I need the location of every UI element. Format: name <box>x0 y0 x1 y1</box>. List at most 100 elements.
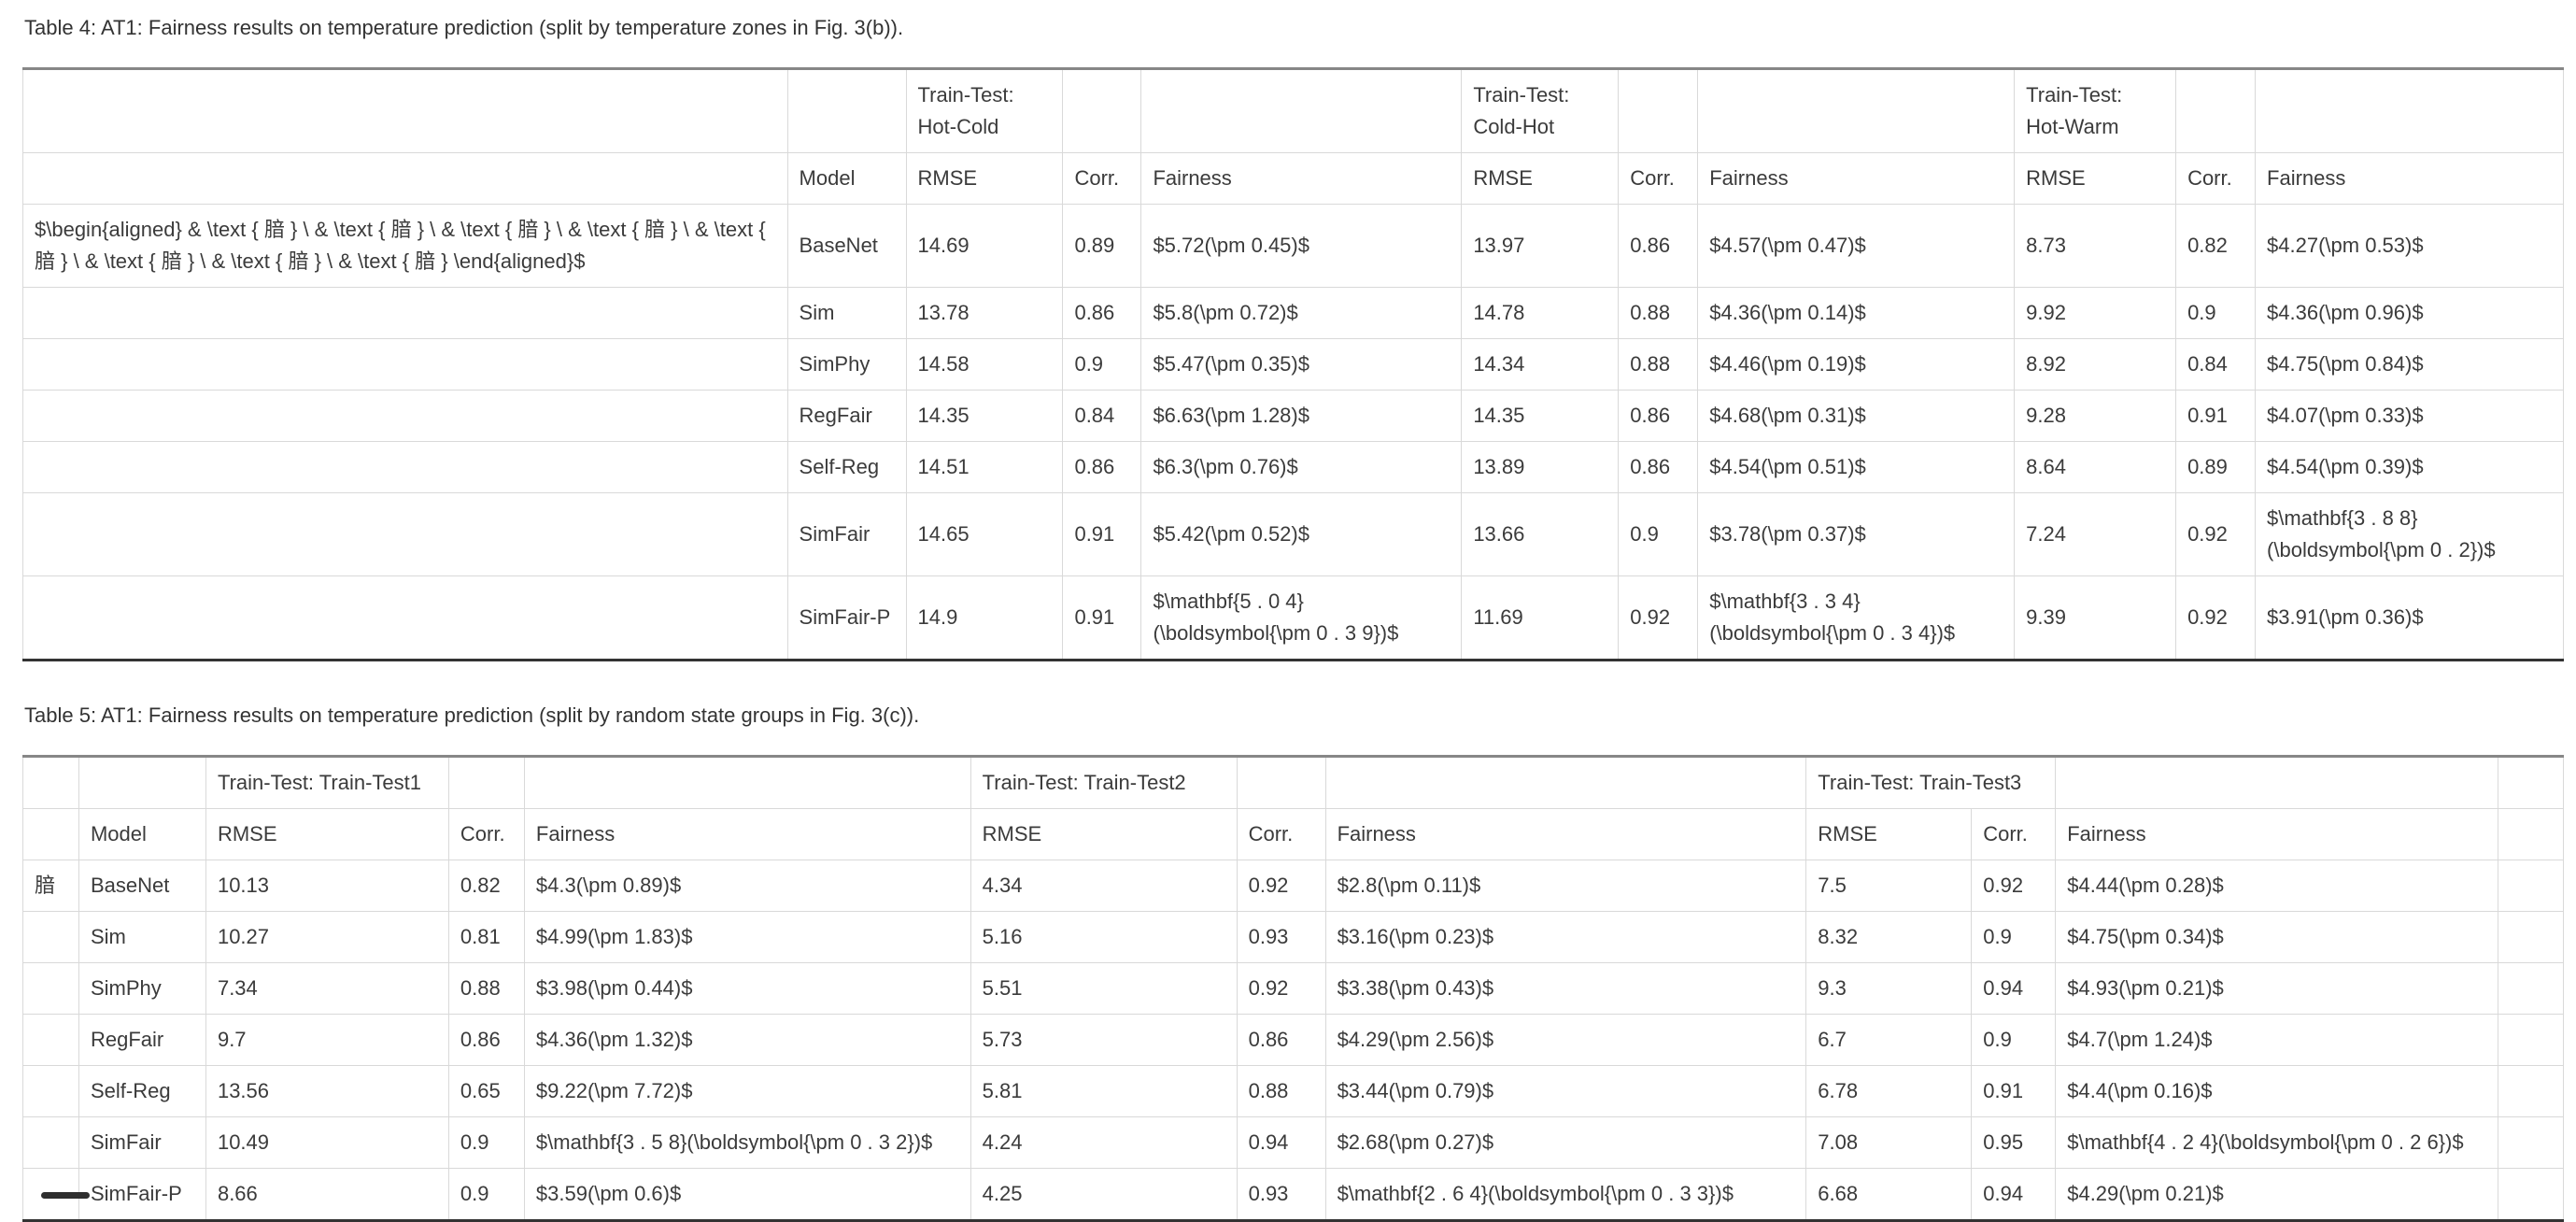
corr-cell: 0.95 <box>1972 1117 2056 1169</box>
model-cell: SimPhy <box>78 963 205 1015</box>
fairness-cell: $\mathbf{4 . 2 4}(\boldsymbol{\pm 0 . 2 … <box>2056 1117 2498 1169</box>
rmse-cell: 13.66 <box>1462 493 1619 576</box>
fairness-cell: $4.57(\pm 0.47)$ <box>1698 205 2015 288</box>
corr-cell: 0.92 <box>1237 860 1325 912</box>
empty-cell <box>2498 1117 2563 1169</box>
model-cell: SimFair <box>78 1117 205 1169</box>
table5-caption: Table 5: AT1: Fairness results on temper… <box>24 701 2564 731</box>
fairness-cell: $3.78(\pm 0.37)$ <box>1698 493 2015 576</box>
rmse-cell: 8.73 <box>2015 205 2176 288</box>
rmse-cell: 8.32 <box>1806 912 1972 963</box>
t4-header-model: Model <box>787 153 906 205</box>
corr-cell: 0.88 <box>1619 339 1698 391</box>
fairness-cell: $3.98(\pm 0.44)$ <box>524 963 970 1015</box>
corr-cell: 0.9 <box>1063 339 1141 391</box>
empty-cell <box>1325 757 1806 809</box>
rmse-cell: 14.65 <box>906 493 1063 576</box>
rmse-cell: 14.51 <box>906 442 1063 493</box>
table-row: Sim 13.78 0.86 $5.8(\pm 0.72)$ 14.78 0.8… <box>23 288 2564 339</box>
empty-cell <box>2176 69 2256 153</box>
rmse-cell: 14.35 <box>1462 391 1619 442</box>
row-label-cell <box>23 288 788 339</box>
fairness-cell: $2.68(\pm 0.27)$ <box>1325 1117 1806 1169</box>
row-tag-cell <box>23 912 79 963</box>
rmse-cell: 11.69 <box>1462 576 1619 661</box>
fairness-cell: $4.36(\pm 1.32)$ <box>524 1015 970 1066</box>
fairness-cell: $5.47(\pm 0.35)$ <box>1141 339 1462 391</box>
corr-cell: 0.92 <box>1237 963 1325 1015</box>
rmse-cell: 8.64 <box>2015 442 2176 493</box>
fairness-cell: $5.8(\pm 0.72)$ <box>1141 288 1462 339</box>
model-cell: Sim <box>78 912 205 963</box>
row-label-cell: $\begin{aligned} & \text { 腤 } \ & \text… <box>23 205 788 288</box>
corr-cell: 0.9 <box>1972 1015 2056 1066</box>
fairness-cell: $4.75(\pm 0.34)$ <box>2056 912 2498 963</box>
fairness-cell: $4.44(\pm 0.28)$ <box>2056 860 2498 912</box>
corr-cell: 0.94 <box>1972 1169 2056 1221</box>
corr-cell: 0.84 <box>1063 391 1141 442</box>
corr-cell: 0.82 <box>2176 205 2256 288</box>
t5-group-train-test2: Train-Test: Train-Test2 <box>970 757 1237 809</box>
model-cell: SimFair-P <box>78 1169 205 1221</box>
rmse-cell: 4.25 <box>970 1169 1237 1221</box>
corr-cell: 0.91 <box>2176 391 2256 442</box>
rmse-cell: 5.16 <box>970 912 1237 963</box>
table-row: SimPhy 7.34 0.88 $3.98(\pm 0.44)$ 5.51 0… <box>23 963 2564 1015</box>
corr-cell: 0.86 <box>1619 391 1698 442</box>
row-tag-cell <box>23 1117 79 1169</box>
corr-cell: 0.92 <box>1619 576 1698 661</box>
rmse-cell: 7.24 <box>2015 493 2176 576</box>
corr-cell: 0.86 <box>1063 288 1141 339</box>
fairness-cell: $4.54(\pm 0.51)$ <box>1698 442 2015 493</box>
corr-cell: 0.88 <box>1619 288 1698 339</box>
table-row: SimFair-P 14.9 0.91 $\mathbf{5 . 0 4}(\b… <box>23 576 2564 661</box>
table-row: RegFair 14.35 0.84 $6.63(\pm 1.28)$ 14.3… <box>23 391 2564 442</box>
corr-cell: 0.93 <box>1237 912 1325 963</box>
row-label-cell <box>23 339 788 391</box>
corr-cell: 0.86 <box>448 1015 524 1066</box>
empty-cell <box>2498 1169 2563 1221</box>
rmse-cell: 8.92 <box>2015 339 2176 391</box>
rmse-cell: 10.13 <box>205 860 448 912</box>
fairness-cell: $\mathbf{3 . 8 8}(\boldsymbol{\pm 0 . 2}… <box>2256 493 2564 576</box>
table-row: Self-Reg 14.51 0.86 $6.3(\pm 0.76)$ 13.8… <box>23 442 2564 493</box>
rmse-cell: 14.69 <box>906 205 1063 288</box>
empty-cell <box>1698 69 2015 153</box>
model-cell: Sim <box>787 288 906 339</box>
empty-cell <box>23 153 788 205</box>
t5-group-train-test1: Train-Test: Train-Test1 <box>205 757 448 809</box>
corr-cell: 0.86 <box>1063 442 1141 493</box>
rmse-cell: 9.92 <box>2015 288 2176 339</box>
rmse-cell: 7.34 <box>205 963 448 1015</box>
empty-cell <box>78 757 205 809</box>
table-row: 腤 BaseNet 10.13 0.82 $4.3(\pm 0.89)$ 4.3… <box>23 860 2564 912</box>
fairness-cell: $3.59(\pm 0.6)$ <box>524 1169 970 1221</box>
t4-header-rmse: RMSE <box>2015 153 2176 205</box>
table-row: SimFair 10.49 0.9 $\mathbf{3 . 5 8}(\bol… <box>23 1117 2564 1169</box>
row-tag-cell <box>23 963 79 1015</box>
model-cell: RegFair <box>78 1015 205 1066</box>
empty-cell <box>2256 69 2564 153</box>
empty-cell <box>1237 757 1325 809</box>
corr-cell: 0.9 <box>448 1117 524 1169</box>
fairness-cell: $4.54(\pm 0.39)$ <box>2256 442 2564 493</box>
corr-cell: 0.84 <box>2176 339 2256 391</box>
t5-group-train-test3: Train-Test: Train-Test3 <box>1806 757 2056 809</box>
fairness-cell: $5.72(\pm 0.45)$ <box>1141 205 1462 288</box>
rmse-cell: 4.24 <box>970 1117 1237 1169</box>
fairness-cell: $6.63(\pm 1.28)$ <box>1141 391 1462 442</box>
rmse-cell: 10.49 <box>205 1117 448 1169</box>
corr-cell: 0.92 <box>2176 493 2256 576</box>
rmse-cell: 5.81 <box>970 1066 1237 1117</box>
corr-cell: 0.88 <box>1237 1066 1325 1117</box>
table-row: Sim 10.27 0.81 $4.99(\pm 1.83)$ 5.16 0.9… <box>23 912 2564 963</box>
empty-cell <box>787 69 906 153</box>
horizontal-scrollbar-thumb[interactable] <box>41 1192 90 1199</box>
rmse-cell: 8.66 <box>205 1169 448 1221</box>
empty-cell <box>2498 963 2563 1015</box>
rmse-cell: 13.97 <box>1462 205 1619 288</box>
rmse-cell: 13.89 <box>1462 442 1619 493</box>
t4-group-header-row: Train-Test: Hot-Cold Train-Test: Cold-Ho… <box>23 69 2564 153</box>
rmse-cell: 6.7 <box>1806 1015 1972 1066</box>
rmse-cell: 9.3 <box>1806 963 1972 1015</box>
